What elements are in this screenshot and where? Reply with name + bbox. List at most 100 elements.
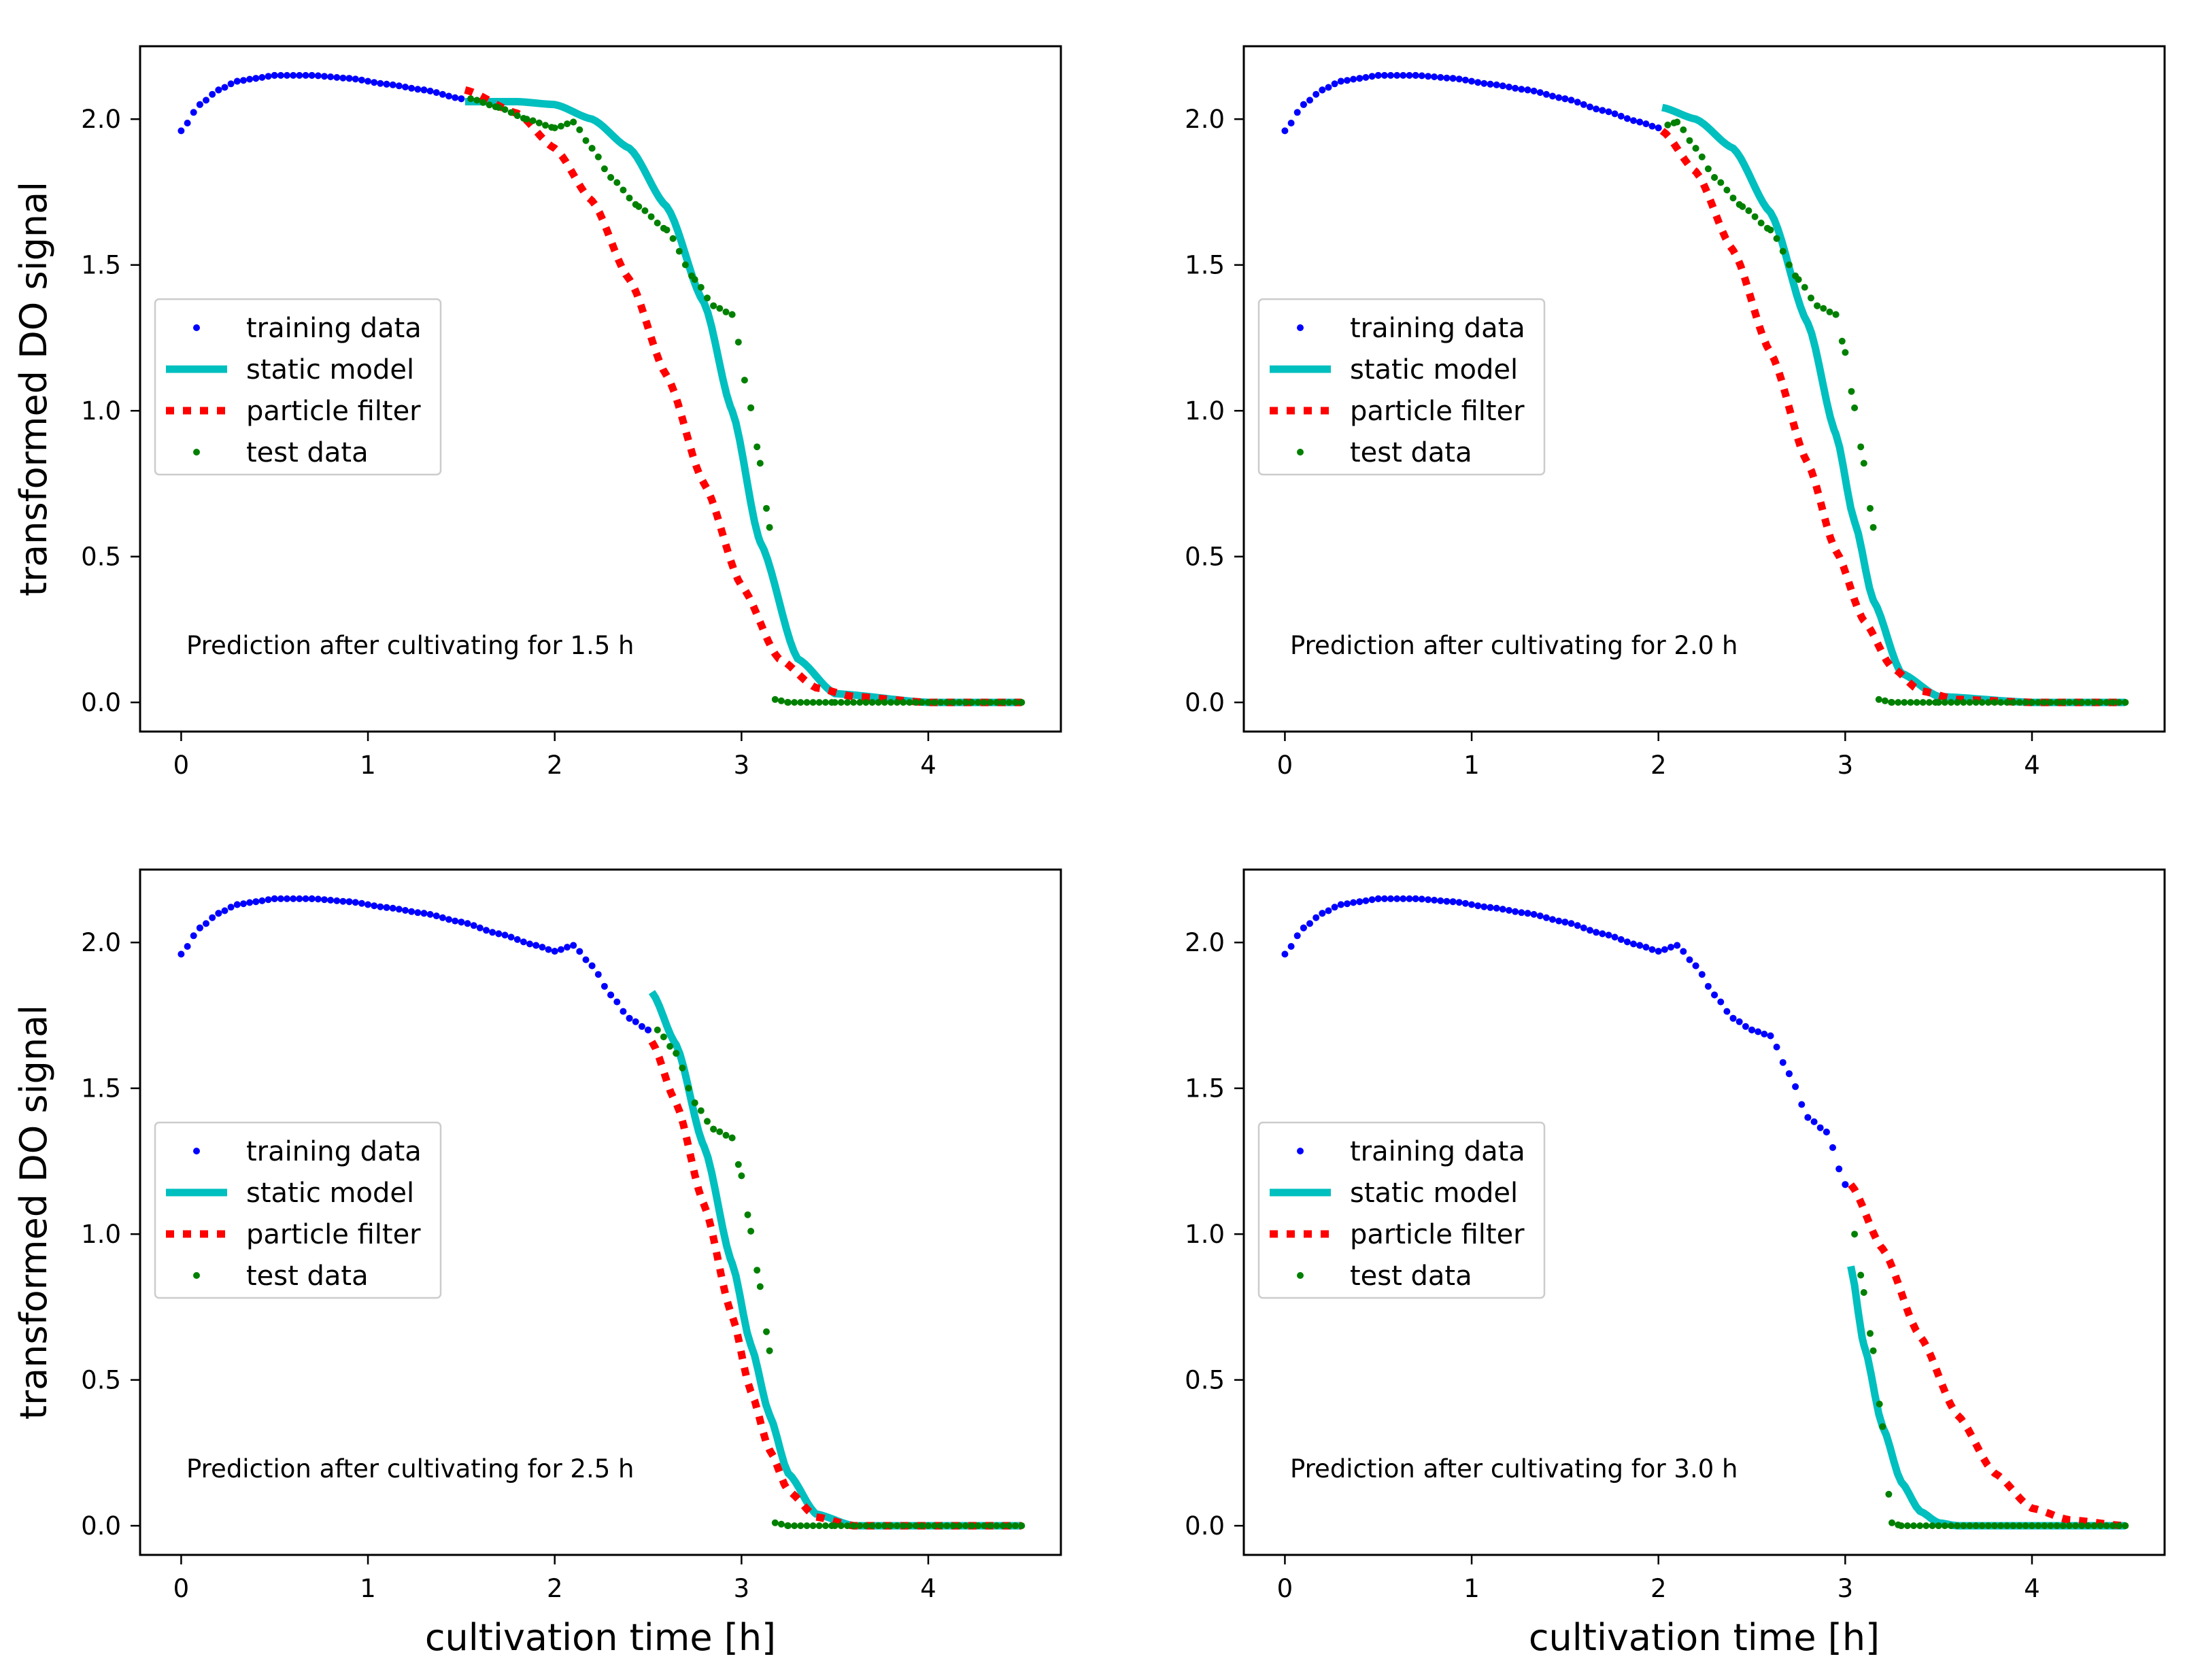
- test-data-point: [2078, 699, 2086, 706]
- test-data-point: [2059, 699, 2067, 706]
- legend-marker-training: [193, 1148, 200, 1154]
- training-data-point: [1729, 1014, 1737, 1022]
- training-data-point: [252, 898, 260, 906]
- test-data-point: [1991, 699, 1998, 706]
- training-data-point: [1636, 118, 1644, 126]
- training-data-point: [1518, 909, 1525, 916]
- training-data-point: [190, 109, 197, 116]
- test-data-point: [763, 1328, 770, 1335]
- test-data-point: [868, 1522, 876, 1530]
- y-axis-title: transformed DO signal: [12, 1005, 55, 1420]
- legend-label: static model: [246, 1178, 414, 1209]
- test-data-point: [975, 699, 982, 706]
- test-data-point: [2041, 699, 2048, 706]
- test-data-point: [1876, 1401, 1883, 1408]
- test-data-point: [704, 1118, 711, 1125]
- test-data-point: [2053, 699, 2061, 706]
- test-data-point: [912, 699, 919, 706]
- legend: training data static model particle filter…: [154, 298, 442, 476]
- test-data-point: [912, 1522, 919, 1530]
- training-data-point: [290, 71, 297, 79]
- training-data-point: [1630, 117, 1637, 124]
- training-data-point: [339, 74, 347, 82]
- training-data-point: [1449, 898, 1457, 906]
- test-data-point: [2097, 1522, 2104, 1530]
- training-data-point: [1536, 89, 1544, 97]
- training-data-point: [258, 73, 266, 81]
- legend-marker-training: [1297, 1148, 1304, 1154]
- test-data-point: [654, 220, 661, 226]
- training-data-point: [545, 946, 552, 953]
- test-data-point: [1925, 699, 1933, 706]
- training-data-point: [1474, 902, 1482, 910]
- test-data-point: [1875, 696, 1882, 703]
- training-data-point: [365, 901, 371, 908]
- test-data-point: [1954, 1522, 1961, 1530]
- test-data-point: [753, 1267, 761, 1274]
- training-data-point: [1698, 971, 1706, 978]
- training-data-point: [470, 922, 477, 929]
- test-data-point: [809, 1522, 817, 1530]
- training-data-point: [1406, 71, 1413, 79]
- training-data-point: [1773, 1044, 1780, 1050]
- training-data-point: [1468, 78, 1475, 85]
- training-data-point: [1425, 73, 1432, 80]
- test-data-point: [1826, 308, 1833, 315]
- test-data-point: [766, 524, 773, 531]
- test-data-point: [837, 1522, 845, 1530]
- training-data-point: [458, 919, 465, 926]
- training-data-point: [1480, 903, 1488, 910]
- training-data-point: [1512, 84, 1519, 92]
- test-data-point: [613, 179, 621, 186]
- test-data-point: [822, 699, 829, 706]
- test-data-point: [894, 699, 901, 706]
- training-data-point: [365, 78, 371, 85]
- test-data-point: [2035, 1522, 2042, 1530]
- training-data-point: [600, 982, 608, 990]
- test-data-point: [918, 699, 926, 706]
- training-data-point: [1393, 895, 1401, 902]
- test-data-point: [803, 1522, 811, 1530]
- training-data-point: [645, 1026, 651, 1033]
- legend-box: [1257, 1121, 1546, 1299]
- y-tick-label: 2.0: [1185, 928, 1225, 957]
- training-data-point: [358, 76, 365, 84]
- training-data-point: [1555, 94, 1563, 101]
- training-data-point: [271, 895, 278, 902]
- test-data-point: [1012, 1522, 1019, 1530]
- training-data-point: [284, 895, 290, 902]
- training-data-point: [1293, 109, 1301, 116]
- test-data-point: [1910, 1522, 1917, 1530]
- legend-box: [154, 298, 442, 476]
- training-data-point: [1611, 110, 1619, 118]
- panel-2: 0 1 2 3 4 0.0 0.5 1.0 1.5 2.0 Prediction after cul…: [1185, 45, 2166, 780]
- training-data-point: [458, 95, 465, 103]
- legend-label: training data: [1350, 313, 1525, 344]
- x-tick-label: 1: [360, 751, 376, 780]
- training-data-point: [1443, 74, 1451, 82]
- test-data-point: [1869, 1347, 1877, 1354]
- test-data-point: [2047, 699, 2054, 706]
- test-data-point: [987, 699, 994, 706]
- test-data-point: [2047, 1522, 2054, 1530]
- training-data-point: [1350, 75, 1357, 83]
- training-data-point: [1755, 1028, 1762, 1035]
- test-data-point: [467, 95, 475, 103]
- test-data-point: [523, 116, 530, 123]
- training-data-point: [1786, 1070, 1793, 1078]
- training-data-point: [1587, 103, 1593, 111]
- training-data-point: [290, 895, 297, 902]
- y-tick-label: 0.5: [81, 543, 121, 572]
- test-data-point: [1984, 699, 1992, 706]
- legend-label: particle filter: [1350, 1219, 1525, 1250]
- training-data-point: [1381, 895, 1388, 902]
- legend-label: test data: [246, 1261, 369, 1292]
- training-data-point: [1319, 910, 1326, 917]
- training-data-point: [1717, 998, 1725, 1006]
- test-data-point: [2016, 1522, 2023, 1530]
- training-data-point: [1319, 86, 1326, 94]
- training-data-point: [233, 901, 241, 908]
- training-data-point: [1418, 895, 1425, 903]
- training-data-point: [1842, 1181, 1849, 1188]
- test-data-point: [1881, 697, 1888, 704]
